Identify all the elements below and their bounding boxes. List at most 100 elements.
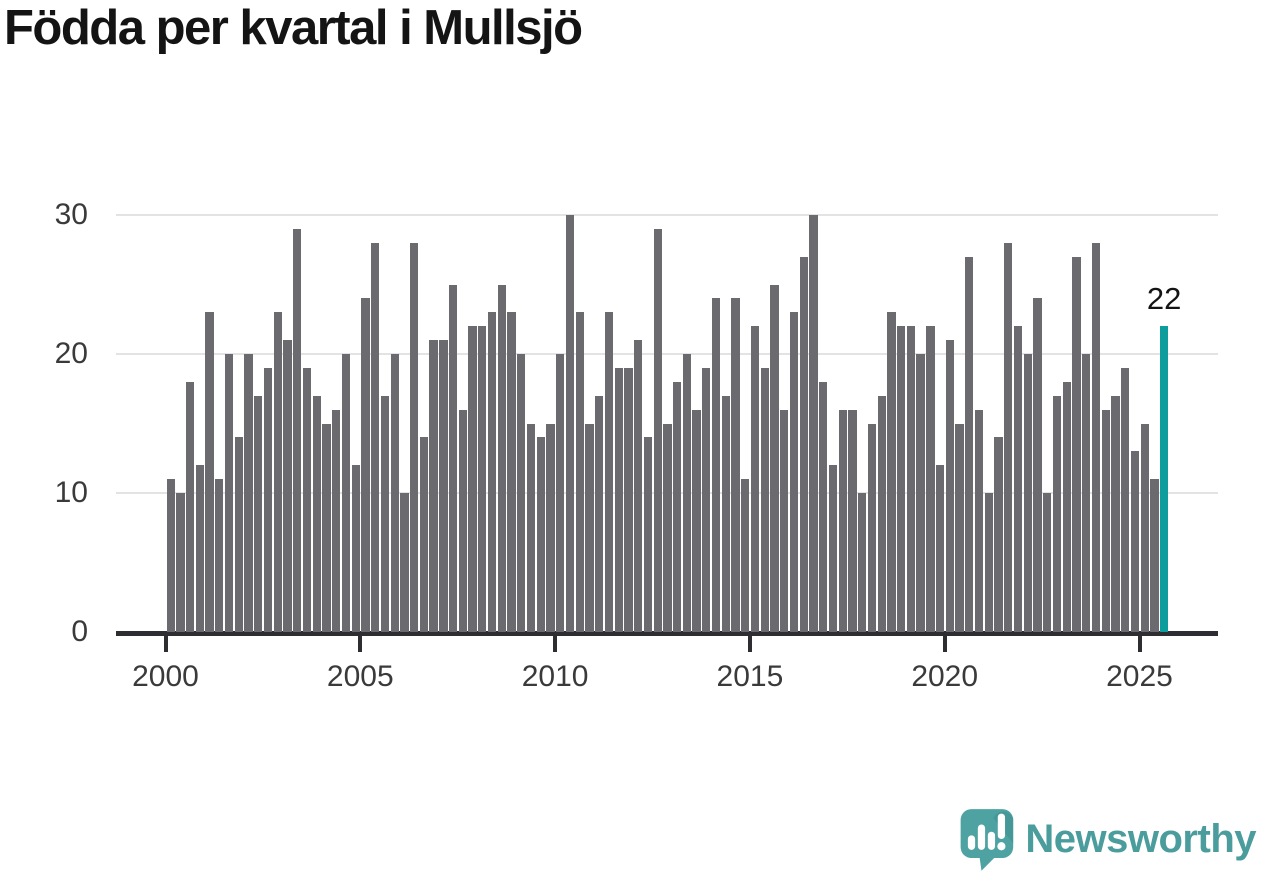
bar bbox=[663, 423, 672, 632]
bar bbox=[1043, 493, 1052, 632]
bar bbox=[390, 354, 399, 632]
bar bbox=[595, 395, 604, 632]
x-axis-tick bbox=[1137, 636, 1142, 652]
bar bbox=[536, 437, 545, 632]
bar bbox=[1130, 451, 1140, 632]
bar bbox=[672, 381, 682, 632]
bar bbox=[302, 367, 312, 632]
bar bbox=[526, 423, 536, 632]
bar bbox=[770, 284, 779, 632]
bar bbox=[750, 326, 760, 632]
bar bbox=[984, 493, 993, 632]
bar bbox=[848, 409, 857, 632]
x-axis-tick-label: 2025 bbox=[1106, 660, 1173, 693]
bar bbox=[682, 354, 692, 632]
bar bbox=[205, 312, 214, 632]
bar bbox=[507, 312, 516, 632]
bar bbox=[721, 395, 730, 632]
bar bbox=[448, 284, 458, 632]
bar bbox=[624, 367, 633, 632]
bar bbox=[974, 409, 984, 632]
bar bbox=[224, 354, 234, 632]
bar bbox=[1082, 354, 1091, 632]
bar bbox=[741, 479, 750, 632]
bar bbox=[293, 228, 302, 632]
x-axis-tick-label: 2015 bbox=[716, 660, 784, 693]
bar bbox=[653, 228, 662, 632]
bar bbox=[838, 409, 847, 632]
logo-exclamation-dot bbox=[997, 842, 1006, 851]
bar bbox=[1033, 298, 1042, 632]
x-axis-tick bbox=[358, 636, 363, 652]
bar bbox=[916, 354, 925, 632]
bar bbox=[702, 367, 711, 632]
bar bbox=[1150, 479, 1159, 632]
bar bbox=[955, 423, 964, 632]
bar bbox=[1111, 395, 1120, 632]
bar bbox=[361, 298, 370, 632]
h-gridline bbox=[116, 353, 1218, 355]
bar bbox=[185, 381, 195, 632]
bar bbox=[575, 312, 584, 632]
bar bbox=[517, 354, 526, 632]
bar bbox=[867, 423, 877, 632]
bar bbox=[244, 354, 253, 632]
x-axis-tick bbox=[553, 636, 558, 652]
bar bbox=[322, 423, 331, 632]
logo-bar-2 bbox=[978, 824, 986, 850]
bar bbox=[935, 465, 945, 632]
bar bbox=[478, 326, 487, 632]
bar bbox=[643, 437, 653, 632]
bar bbox=[585, 423, 594, 632]
newsworthy-logo: Newsworthy bbox=[957, 807, 1256, 871]
newsworthy-logo-icon bbox=[961, 809, 1014, 871]
bar-highlighted bbox=[1159, 326, 1169, 632]
bar bbox=[780, 409, 789, 632]
bar bbox=[497, 284, 506, 632]
x-axis-tick bbox=[747, 636, 752, 652]
x-axis-tick bbox=[163, 636, 168, 652]
bar bbox=[858, 493, 867, 632]
y-axis-tick-label: 20 bbox=[54, 337, 88, 370]
x-axis-tick-label: 2010 bbox=[521, 660, 589, 693]
bar bbox=[1072, 256, 1081, 632]
bar bbox=[1023, 354, 1032, 632]
bar bbox=[439, 340, 448, 632]
bar bbox=[1101, 409, 1110, 632]
bar bbox=[819, 381, 828, 632]
bar bbox=[906, 326, 916, 632]
bar bbox=[711, 298, 721, 632]
bar bbox=[1013, 326, 1023, 632]
bar bbox=[234, 437, 243, 632]
bar bbox=[1004, 242, 1013, 632]
bar bbox=[195, 465, 205, 632]
bar bbox=[487, 312, 497, 632]
bar bbox=[341, 354, 351, 632]
bar bbox=[565, 215, 575, 632]
bar bbox=[1140, 423, 1149, 632]
chart-title: Födda per kvartal i Mullsjö bbox=[4, 1, 583, 55]
logo-bar-1 bbox=[968, 835, 976, 850]
bar bbox=[1121, 367, 1130, 632]
h-gridline bbox=[116, 214, 1218, 216]
x-axis-tick-label: 2020 bbox=[911, 660, 979, 693]
bar bbox=[371, 242, 380, 632]
bar bbox=[176, 493, 185, 632]
bar bbox=[254, 395, 263, 632]
bar bbox=[458, 409, 467, 632]
bar bbox=[760, 367, 769, 632]
bar bbox=[273, 312, 282, 632]
bar bbox=[1062, 381, 1071, 632]
bar bbox=[546, 423, 555, 632]
bar bbox=[419, 437, 429, 632]
bar bbox=[926, 326, 935, 632]
bar bbox=[283, 340, 292, 632]
bar bbox=[799, 256, 808, 632]
bar bbox=[877, 395, 886, 632]
bar bbox=[410, 242, 419, 632]
x-axis-tick bbox=[942, 636, 947, 652]
y-axis-tick-label: 30 bbox=[54, 198, 88, 231]
bar bbox=[263, 367, 273, 632]
y-axis-tick-label: 10 bbox=[54, 476, 88, 509]
